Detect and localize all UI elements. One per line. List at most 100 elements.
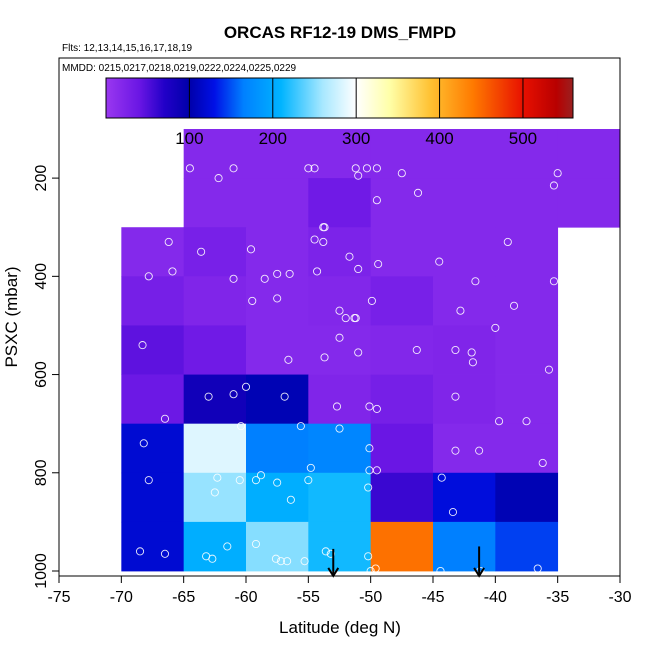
x-tick-label: -50 [359, 589, 382, 606]
flight-point [413, 188, 423, 197]
flight-point [451, 345, 460, 355]
heatmap-cell [183, 521, 247, 572]
colorbar-tick-label: 100 [175, 129, 203, 148]
flight-point [260, 274, 269, 283]
flight-point [197, 247, 206, 256]
flight-point [553, 169, 562, 178]
colorbar-tick-label: 400 [425, 129, 453, 148]
heatmap-cell [495, 227, 559, 277]
flight-points [135, 164, 562, 576]
heatmap-cell [433, 129, 496, 179]
flight-point [160, 549, 170, 558]
flight-point [364, 552, 373, 561]
heatmap-cells [121, 129, 621, 572]
colorbar: 100 200 300 400 500 [105, 77, 574, 148]
flight-point [321, 547, 330, 556]
flight-point [332, 402, 342, 411]
flight-point [456, 306, 465, 315]
heatmap-cell [370, 521, 434, 572]
y-tick-label: 400 [33, 263, 50, 290]
flight-point [467, 348, 476, 357]
heatmap-cell [308, 325, 372, 375]
x-axis: -75 -70 -65 -60 -55 -50 -45 -40 -35 -30 [47, 576, 632, 606]
x-axis-label: Latitude (deg N) [279, 618, 401, 637]
heatmap-cell [183, 129, 247, 179]
heatmap-cell [183, 325, 247, 375]
flight-point [549, 277, 558, 286]
flight-point [341, 314, 350, 323]
y-tick-label: 800 [33, 459, 50, 486]
x-tick-label: -70 [110, 589, 133, 606]
flight-point [251, 476, 261, 485]
flight-point [435, 257, 444, 266]
flight-point [509, 301, 519, 310]
flights-note: Flts: 12,13,14,15,16,17,18,19 [62, 43, 193, 54]
heatmap-cell [370, 423, 434, 474]
heatmap-cell [495, 521, 559, 572]
heatmap-cell [370, 129, 434, 179]
flight-point [235, 476, 244, 485]
flight-point [372, 404, 381, 413]
flight-point [304, 164, 313, 173]
flight-point [412, 345, 421, 355]
flight-point [335, 333, 344, 342]
flight-point [296, 422, 305, 431]
heatmap-cell [308, 276, 372, 326]
flight-point [310, 164, 319, 173]
flight-point [164, 237, 173, 247]
x-tick-label: -75 [47, 589, 70, 606]
flight-point [345, 252, 354, 261]
flight-point [495, 417, 504, 426]
heatmap-cell [433, 472, 496, 523]
heatmap-cell [433, 276, 496, 326]
heatmap-cell [433, 374, 496, 425]
heatmap-cell [433, 423, 496, 474]
flight-point [362, 164, 371, 173]
x-tick-label: -60 [234, 589, 257, 606]
flight-point [522, 417, 531, 426]
flight-point [549, 181, 558, 190]
flight-point [366, 566, 375, 576]
flight-point [320, 353, 329, 362]
flight-point [204, 392, 213, 401]
flight-point [241, 382, 251, 391]
flight-point [491, 323, 500, 332]
heatmap-cell [433, 178, 496, 228]
heatmap-cell [246, 325, 309, 375]
flight-point [144, 272, 153, 281]
heatmap-cell [183, 276, 247, 326]
flight-point [286, 495, 295, 504]
flight-point [372, 164, 381, 173]
heatmap-cell [121, 374, 185, 425]
heatmap-cell [246, 276, 309, 326]
y-tick-label: 1000 [33, 553, 50, 589]
heatmap-cell [433, 325, 496, 375]
heatmap-cell [495, 472, 559, 523]
heatmap-cell [246, 227, 309, 277]
heatmap-cell [370, 325, 434, 375]
flight-point [365, 402, 374, 411]
flight-point [544, 365, 553, 374]
heatmap-cell [308, 472, 372, 523]
flight-point [229, 164, 238, 173]
flight-point [280, 392, 289, 401]
x-tick-label: -40 [484, 589, 507, 606]
heatmap-cell [246, 374, 309, 425]
heatmap-cell [183, 423, 247, 474]
colorbar-fill [105, 77, 574, 119]
heatmap-cell [246, 178, 309, 228]
heatmap-cell [308, 423, 372, 474]
flight-point [538, 458, 547, 468]
heatmap-cell [370, 276, 434, 326]
dates-note: MMDD: 0215,0217,0218,0219,0222,0224,0225… [62, 63, 297, 74]
flight-point [276, 557, 285, 566]
flight-point [138, 341, 147, 350]
flight-point [371, 564, 380, 573]
colorbar-tick-label: 200 [259, 129, 287, 148]
flight-point [354, 171, 363, 180]
flight-point [451, 392, 460, 401]
flight-point [374, 260, 383, 269]
flight-point [210, 488, 219, 497]
heatmap-cell [433, 227, 496, 277]
